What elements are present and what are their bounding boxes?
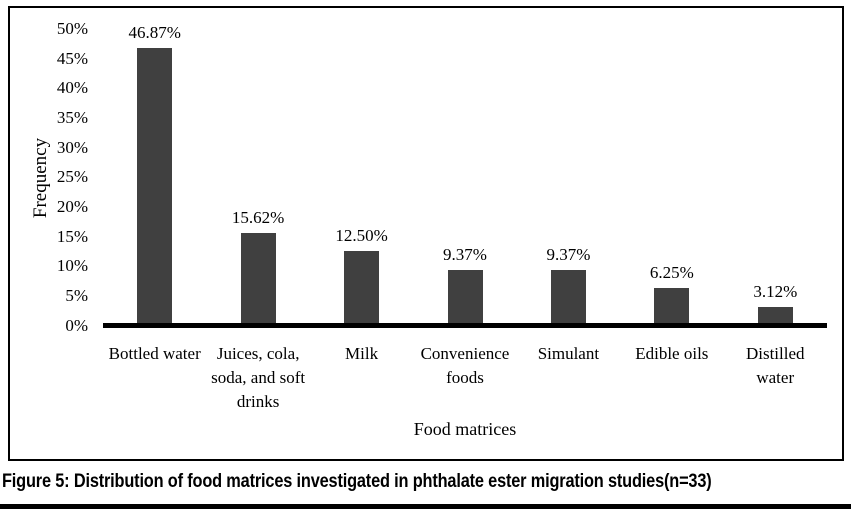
y-axis-tick-label: 35% [56,107,88,127]
y-axis-tick-label: 5% [65,285,88,305]
x-axis-category-label: Bottled water [108,344,201,363]
bar-milk [344,251,380,325]
y-axis-tick-label: 50% [56,19,88,38]
x-axis-category-label: Distilled water [745,344,805,387]
x-axis-category-label: Simulant [537,344,600,363]
bar-simulant [550,270,586,325]
y-axis-tick-label: 40% [56,78,88,98]
bar-value-label: 46.87% [128,23,181,42]
bar-juices-cola-soda-and-soft-drinks [240,233,276,325]
bar-value-label: 15.62% [231,208,285,227]
x-axis-category-label: Convenience foods [420,344,510,387]
bar-distilled-water [757,307,793,325]
bottom-rule [0,504,851,509]
x-axis-category-label: Milk [345,344,379,363]
bar-value-label: 9.37% [443,245,487,264]
bar-value-label: 3.12% [753,282,798,301]
bar-edible-oils [654,288,690,325]
y-axis-tick-label: 15% [56,226,88,246]
bar-value-label: 12.50% [335,226,388,245]
figure-caption: Figure 5: Distribution of food matrices … [2,471,712,492]
y-axis-tick-label: 0% [65,315,88,335]
bar-convenience-foods [447,270,483,325]
plot-area: 46.87% 15.62% 12.50% 9.37% 9.37% 6.25% 3.12% [103,23,827,325]
x-axis: Bottled water Juices, cola, soda, and sof… [103,342,827,414]
y-axis-tick-label: 45% [56,48,88,68]
y-axis-tick-label: 10% [56,256,88,276]
y-axis-tick-label: 25% [56,167,88,187]
x-axis-category-label: Juices, cola, soda, and soft drinks [211,344,306,411]
x-axis-title: Food matrices [413,419,517,439]
x-axis-line [103,323,827,328]
bar-value-label: 9.37% [546,245,591,264]
x-axis-category-label: Edible oils [635,344,709,363]
bar-bottled-water [137,48,173,325]
bar-value-label: 6.25% [649,263,694,282]
chart-frame: Frequency 50% 45% 40% 35% 30% 25% 20% 15% 10% 5% 0… [8,6,844,461]
y-axis-tick-label: 20% [56,196,88,216]
y-axis-tick-label: 30% [56,137,88,157]
